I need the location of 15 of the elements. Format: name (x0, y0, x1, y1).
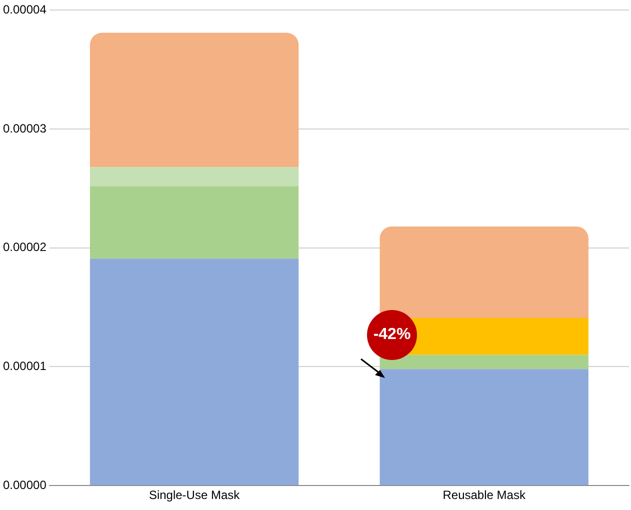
y-tick-label: 0.00000 (2, 478, 47, 492)
y-tick-label: 0.00002 (2, 240, 47, 254)
y-tick-label: 0.00004 (2, 2, 47, 17)
bar (90, 167, 299, 186)
annotation: -42% (367, 310, 417, 360)
y-tick-label: 0.00003 (2, 121, 47, 136)
bar (380, 354, 588, 370)
y-tick-label: 0.00001 (2, 359, 47, 374)
x-tick-label: Reusable Mask (442, 488, 526, 502)
bar (90, 258, 299, 486)
x-tick-label: Single-Use Mask (148, 488, 241, 502)
bar (380, 226, 588, 318)
bar (380, 369, 588, 486)
bar (90, 32, 299, 168)
bar (90, 186, 299, 259)
